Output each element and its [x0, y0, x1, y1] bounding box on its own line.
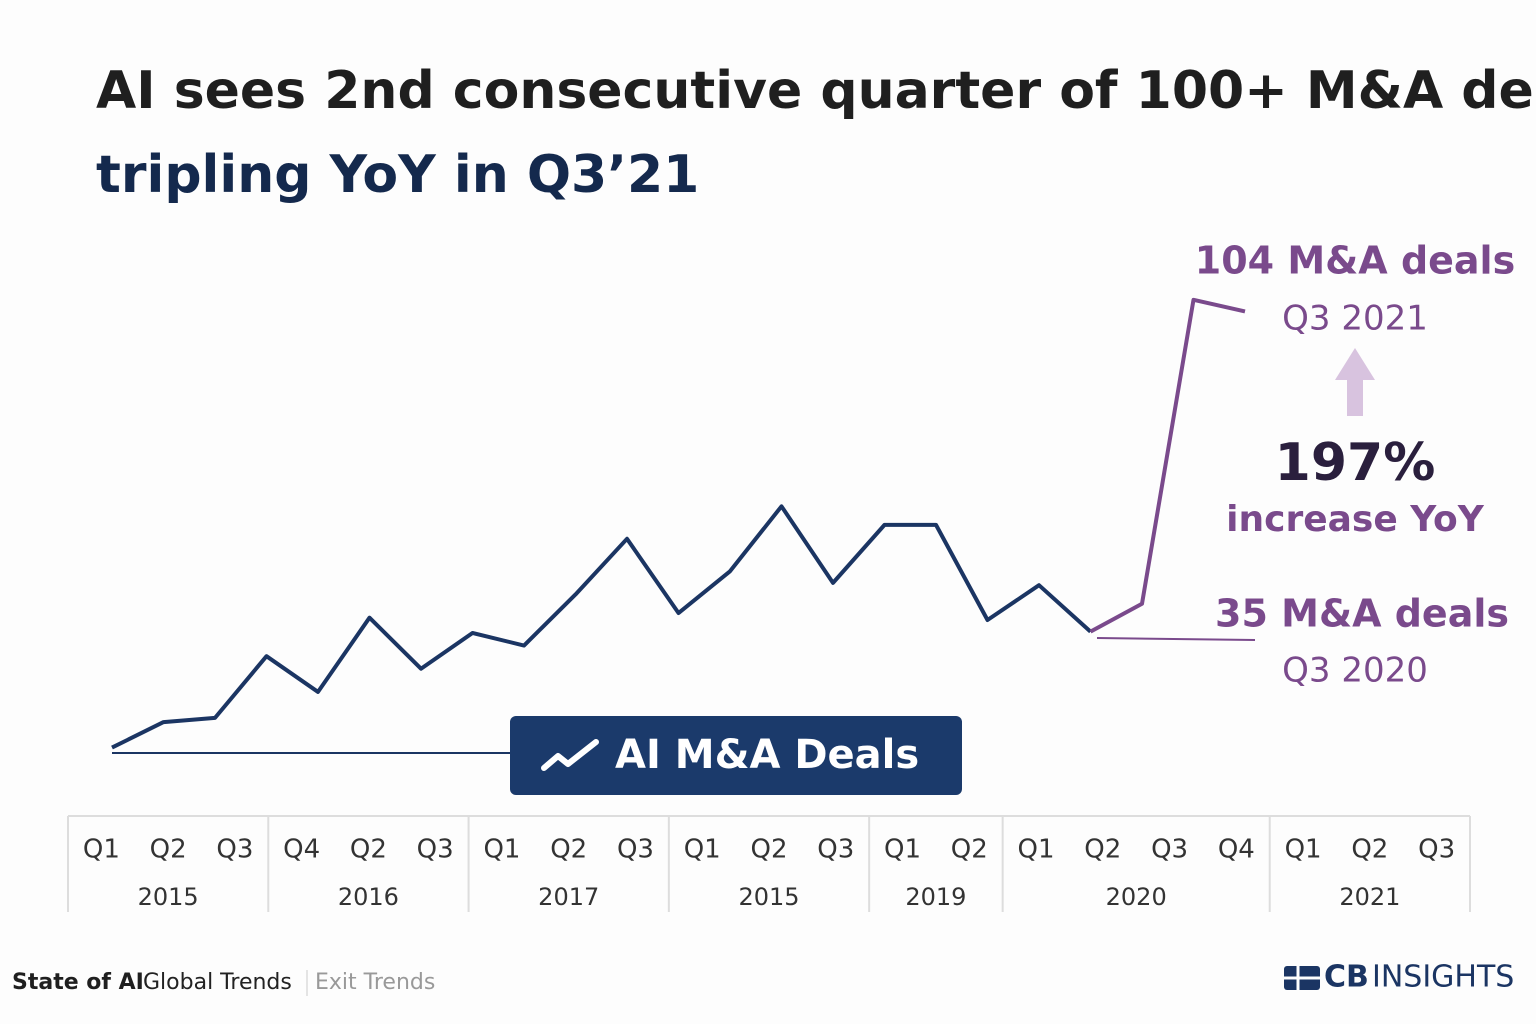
- x-group-label: 2019: [905, 883, 966, 911]
- arrow-icon: [1335, 348, 1375, 416]
- logo: CB INSIGHTS: [1284, 960, 1514, 995]
- x-group-label: 2015: [138, 883, 199, 911]
- leader-line: [1096, 637, 1256, 641]
- x-tick-label: Q1: [83, 835, 120, 865]
- line-highlight: [1089, 297, 1246, 634]
- footer-tab: Global Trends: [143, 970, 292, 995]
- x-tick-label: Q2: [750, 835, 787, 865]
- annotation: Q3 2021: [1282, 299, 1428, 339]
- x-tick-label: Q3: [216, 835, 253, 865]
- footer-tab: Exit Trends: [315, 970, 435, 995]
- x-group-label: 2017: [538, 883, 599, 911]
- x-tick-label: Q2: [550, 835, 587, 865]
- x-group-label: 2021: [1339, 883, 1400, 911]
- annotation: 197%: [1275, 433, 1436, 493]
- x-tick-label: Q4: [283, 835, 320, 865]
- legend-icon: [541, 739, 599, 771]
- x-tick-label: Q1: [884, 835, 921, 865]
- x-tick-label: Q2: [150, 835, 187, 865]
- x-tick-label: Q3: [817, 835, 854, 865]
- x-tick-label: Q2: [350, 835, 387, 865]
- logo-text: INSIGHTS: [1372, 960, 1514, 995]
- annotation: Q3 2020: [1282, 651, 1428, 691]
- legend: AI M&A Deals: [510, 716, 962, 795]
- line: [111, 504, 1092, 750]
- x-tick-label: Q4: [1218, 835, 1255, 865]
- x-tick-label: Q1: [1018, 835, 1055, 865]
- x-tick-label: Q2: [1351, 835, 1388, 865]
- x-tick-label: Q3: [1418, 835, 1455, 865]
- legend-label: AI M&A Deals: [615, 732, 919, 778]
- x-tick-label: Q2: [951, 835, 988, 865]
- x-group-label: 2020: [1106, 883, 1167, 911]
- x-tick-label: Q1: [483, 835, 520, 865]
- x-tick-label: Q2: [1084, 835, 1121, 865]
- x-tick-label: Q3: [1151, 835, 1188, 865]
- x-tick-label: Q3: [617, 835, 654, 865]
- footer-section: State of AI: [12, 970, 144, 995]
- logo-text: CB: [1324, 960, 1369, 995]
- x-tick-label: Q1: [1285, 835, 1322, 865]
- annotation: 35 M&A deals: [1215, 592, 1509, 636]
- legend-box: [510, 716, 962, 795]
- chart-title: tripling YoY in Q3’21: [96, 145, 699, 205]
- chart-title: AI sees 2nd consecutive quarter of 100+ …: [96, 61, 1536, 121]
- x-tick-label: Q1: [684, 835, 721, 865]
- x-group-label: 2016: [338, 883, 399, 911]
- x-group-label: 2015: [738, 883, 799, 911]
- annotation: 104 M&A deals: [1195, 239, 1515, 283]
- x-tick-label: Q3: [417, 835, 454, 865]
- annotation: increase YoY: [1226, 499, 1485, 540]
